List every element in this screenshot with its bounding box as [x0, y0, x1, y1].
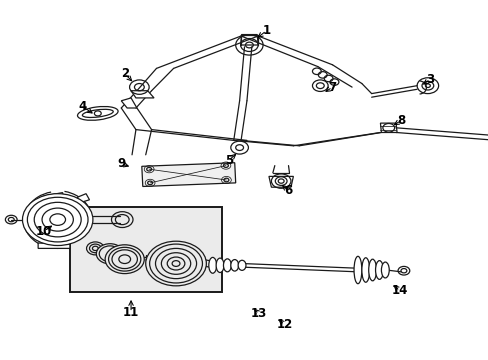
Text: 6: 6 — [284, 184, 292, 197]
Text: 7: 7 — [328, 81, 336, 94]
Polygon shape — [131, 91, 154, 98]
Ellipse shape — [381, 262, 388, 278]
Text: 5: 5 — [224, 154, 232, 167]
Ellipse shape — [78, 107, 118, 120]
Ellipse shape — [375, 261, 383, 279]
Circle shape — [105, 245, 144, 274]
Text: 2: 2 — [121, 67, 128, 80]
Ellipse shape — [368, 259, 376, 281]
Ellipse shape — [223, 259, 231, 272]
Circle shape — [22, 194, 93, 246]
Text: 12: 12 — [276, 318, 292, 331]
Polygon shape — [380, 123, 396, 132]
Ellipse shape — [361, 258, 369, 282]
Polygon shape — [77, 194, 89, 202]
Ellipse shape — [238, 260, 245, 270]
Ellipse shape — [208, 257, 216, 273]
Polygon shape — [121, 98, 137, 108]
Text: 9: 9 — [117, 157, 125, 170]
Text: 14: 14 — [391, 284, 407, 297]
Polygon shape — [268, 176, 293, 187]
Circle shape — [145, 241, 206, 286]
Polygon shape — [142, 163, 235, 186]
Ellipse shape — [230, 260, 238, 271]
Ellipse shape — [353, 256, 361, 284]
Text: 13: 13 — [250, 307, 267, 320]
Polygon shape — [38, 243, 70, 248]
Text: 8: 8 — [396, 114, 404, 127]
Text: 11: 11 — [122, 306, 139, 319]
Text: 1: 1 — [262, 24, 270, 37]
Text: 10: 10 — [36, 225, 52, 238]
Circle shape — [86, 242, 104, 255]
Ellipse shape — [216, 258, 224, 273]
Polygon shape — [43, 193, 63, 202]
Bar — [70, 207, 221, 292]
Text: 4: 4 — [78, 100, 86, 113]
Text: 3: 3 — [426, 73, 433, 86]
Circle shape — [96, 244, 123, 264]
Polygon shape — [240, 35, 258, 45]
